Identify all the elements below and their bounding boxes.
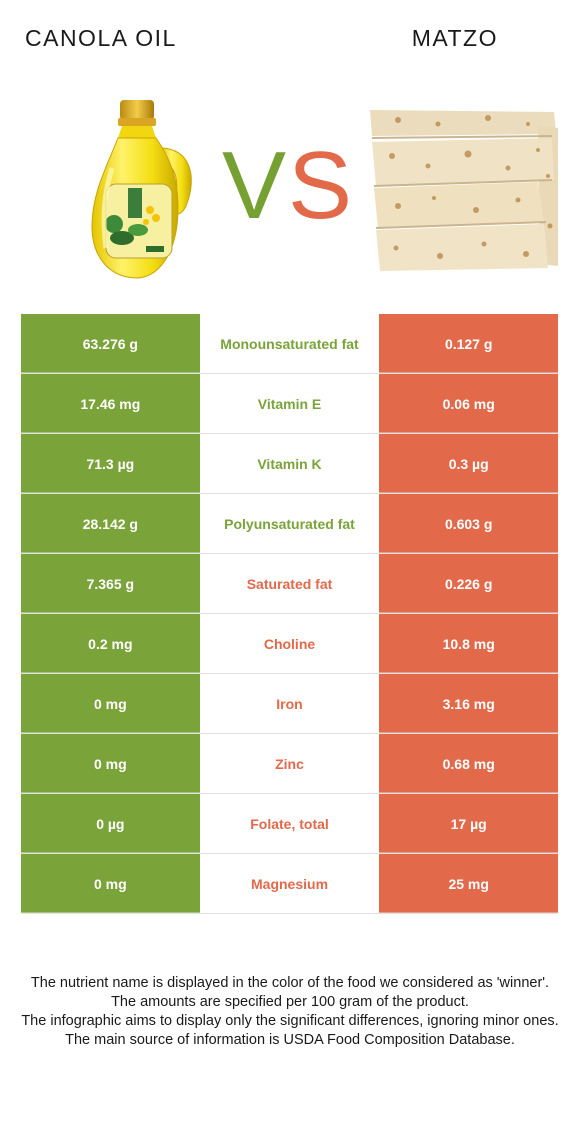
left-value-cell: 0 mg xyxy=(21,854,201,913)
vs-v-letter: V xyxy=(222,132,289,239)
footer-notes: The nutrient name is displayed in the co… xyxy=(16,974,564,1050)
right-value-cell: 17 µg xyxy=(378,794,559,853)
matzo-crackers-image xyxy=(368,106,560,271)
table-row: 28.142 g Polyunsaturated fat 0.603 g xyxy=(21,494,559,554)
footer-line-4: The main source of information is USDA F… xyxy=(65,1032,515,1048)
right-value-cell: 0.68 mg xyxy=(378,734,559,793)
nutrient-comparison-table: 63.276 g Monounsaturated fat 0.127 g 17.46 … xyxy=(21,314,559,914)
left-value-cell: 63.276 g xyxy=(21,314,201,373)
table-row: 0 µg Folate, total 17 µg xyxy=(21,794,559,854)
right-value-cell: 0.226 g xyxy=(378,554,559,613)
left-value-cell: 0 mg xyxy=(21,674,201,733)
nutrient-name-cell: Polyunsaturated fat xyxy=(200,494,379,553)
left-value-cell: 0.2 mg xyxy=(21,614,201,673)
right-value-cell: 10.8 mg xyxy=(378,614,559,673)
left-food-title: CANOLA OIL xyxy=(25,25,177,51)
left-value-cell: 17.46 mg xyxy=(21,374,201,433)
left-value-cell: 28.142 g xyxy=(21,494,201,553)
footer-line-2: The amounts are specified per 100 gram o… xyxy=(111,994,469,1010)
nutrient-name-cell: Choline xyxy=(200,614,379,673)
right-food-title: MATZO xyxy=(411,25,498,51)
nutrient-name-cell: Vitamin E xyxy=(200,374,379,433)
table-row: 63.276 g Monounsaturated fat 0.127 g xyxy=(21,314,559,374)
right-value-cell: 0.3 µg xyxy=(378,434,559,493)
left-value-cell: 71.3 µg xyxy=(21,434,201,493)
table-row: 7.365 g Saturated fat 0.226 g xyxy=(21,554,559,614)
footer-line-3: The infographic aims to display only the… xyxy=(21,1013,559,1029)
nutrient-name-cell: Folate, total xyxy=(200,794,379,853)
nutrient-name-cell: Vitamin K xyxy=(200,434,379,493)
table-row: 0.2 mg Choline 10.8 mg xyxy=(21,614,559,674)
vs-s-letter: S xyxy=(288,132,355,239)
footer-line-1: The nutrient name is displayed in the co… xyxy=(30,975,550,991)
nutrient-name-cell: Monounsaturated fat xyxy=(200,314,379,373)
table-row: 0 mg Iron 3.16 mg xyxy=(21,674,559,734)
table-row: 0 mg Zinc 0.68 mg xyxy=(21,734,559,794)
left-value-cell: 0 µg xyxy=(21,794,201,853)
table-row: 17.46 mg Vitamin E 0.06 mg xyxy=(21,374,559,434)
nutrient-name-cell: Saturated fat xyxy=(200,554,379,613)
right-value-cell: 0.127 g xyxy=(378,314,559,373)
nutrient-name-cell: Zinc xyxy=(200,734,379,793)
vs-label: VS xyxy=(222,136,352,236)
nutrient-name-cell: Magnesium xyxy=(200,854,379,913)
table-row: 71.3 µg Vitamin K 0.3 µg xyxy=(21,434,559,494)
right-value-cell: 0.603 g xyxy=(378,494,559,553)
table-row: 0 mg Magnesium 25 mg xyxy=(21,854,559,914)
left-value-cell: 7.365 g xyxy=(21,554,201,613)
left-value-cell: 0 mg xyxy=(21,734,201,793)
nutrient-name-cell: Iron xyxy=(200,674,379,733)
canola-oil-bottle-image xyxy=(82,98,204,283)
right-value-cell: 0.06 mg xyxy=(378,374,559,433)
right-value-cell: 25 mg xyxy=(378,854,559,913)
right-value-cell: 3.16 mg xyxy=(378,674,559,733)
